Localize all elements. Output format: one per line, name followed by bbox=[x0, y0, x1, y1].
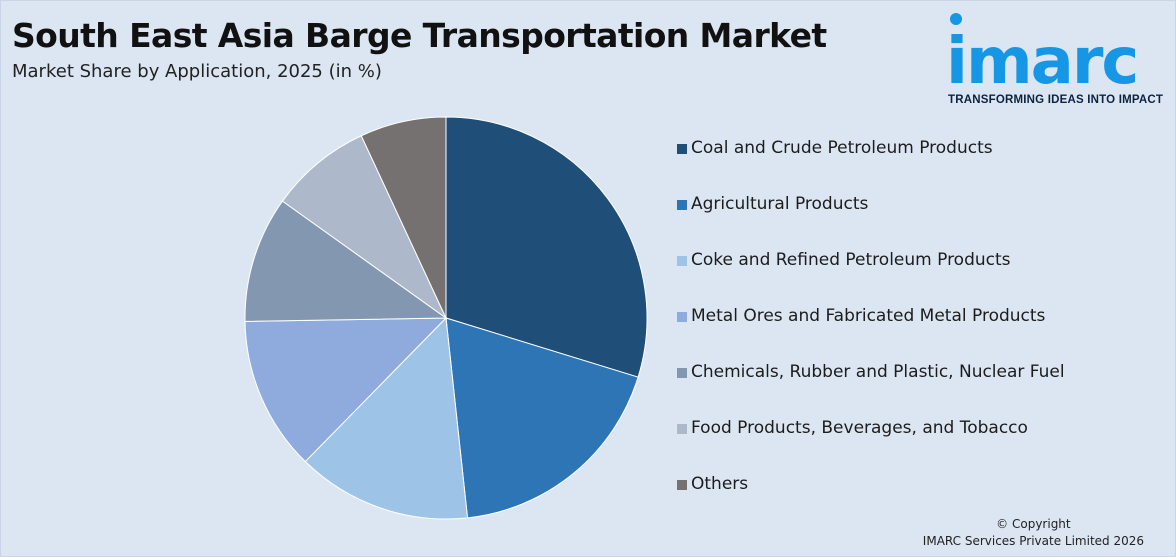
legend-swatch bbox=[677, 256, 687, 266]
legend-swatch bbox=[677, 200, 687, 210]
logo-dot-icon bbox=[950, 13, 962, 25]
legend-swatch bbox=[677, 424, 687, 434]
pie-slice-7 bbox=[360, 116, 447, 319]
legend-label: Agricultural Products bbox=[691, 194, 869, 214]
pie-slice-3 bbox=[304, 316, 469, 520]
legend-label: Food Products, Beverages, and Tobacco bbox=[691, 418, 1028, 438]
legend-item: Agricultural Products bbox=[677, 194, 1065, 250]
legend-label: Others bbox=[691, 474, 749, 494]
legend-swatch bbox=[677, 480, 687, 490]
legend-item: Others bbox=[677, 474, 1065, 530]
legend-swatch bbox=[677, 368, 687, 378]
legend-label: Metal Ores and Fabricated Metal Products bbox=[691, 306, 1046, 326]
legend-item: Metal Ores and Fabricated Metal Products bbox=[677, 306, 1065, 362]
pie-slice-2 bbox=[445, 317, 639, 519]
pie-slice-4 bbox=[244, 317, 448, 463]
pie-slice-1 bbox=[445, 116, 648, 378]
legend-swatch bbox=[677, 144, 687, 154]
legend-item: Coal and Crude Petroleum Products bbox=[677, 138, 1065, 194]
pie-slice-5 bbox=[244, 200, 448, 322]
copyright-line-2: IMARC Services Private Limited 2026 bbox=[922, 534, 1144, 548]
imarc-logo: imarc TRANSFORMING IDEAS INTO IMPACT bbox=[944, 8, 1174, 110]
pie-slice-6 bbox=[281, 135, 448, 320]
copyright-line-1: © Copyright bbox=[996, 517, 1071, 531]
legend-item: Coke and Refined Petroleum Products bbox=[677, 250, 1065, 306]
legend-label: Coke and Refined Petroleum Products bbox=[691, 250, 1011, 270]
legend-swatch bbox=[677, 312, 687, 322]
legend-label: Coal and Crude Petroleum Products bbox=[691, 138, 993, 158]
chart-title: South East Asia Barge Transportation Mar… bbox=[12, 16, 827, 55]
copyright-notice: © Copyright IMARC Services Private Limit… bbox=[923, 516, 1144, 550]
legend-item: Chemicals, Rubber and Plastic, Nuclear F… bbox=[677, 362, 1065, 418]
logo-tagline: TRANSFORMING IDEAS INTO IMPACT bbox=[948, 94, 1164, 106]
chart-subtitle: Market Share by Application, 2025 (in %) bbox=[12, 61, 382, 82]
chart-legend: Coal and Crude Petroleum Products Agricul… bbox=[677, 138, 1065, 530]
logo-wordmark: imarc bbox=[946, 25, 1139, 99]
legend-label: Chemicals, Rubber and Plastic, Nuclear F… bbox=[691, 362, 1065, 382]
legend-item: Food Products, Beverages, and Tobacco bbox=[677, 418, 1065, 474]
